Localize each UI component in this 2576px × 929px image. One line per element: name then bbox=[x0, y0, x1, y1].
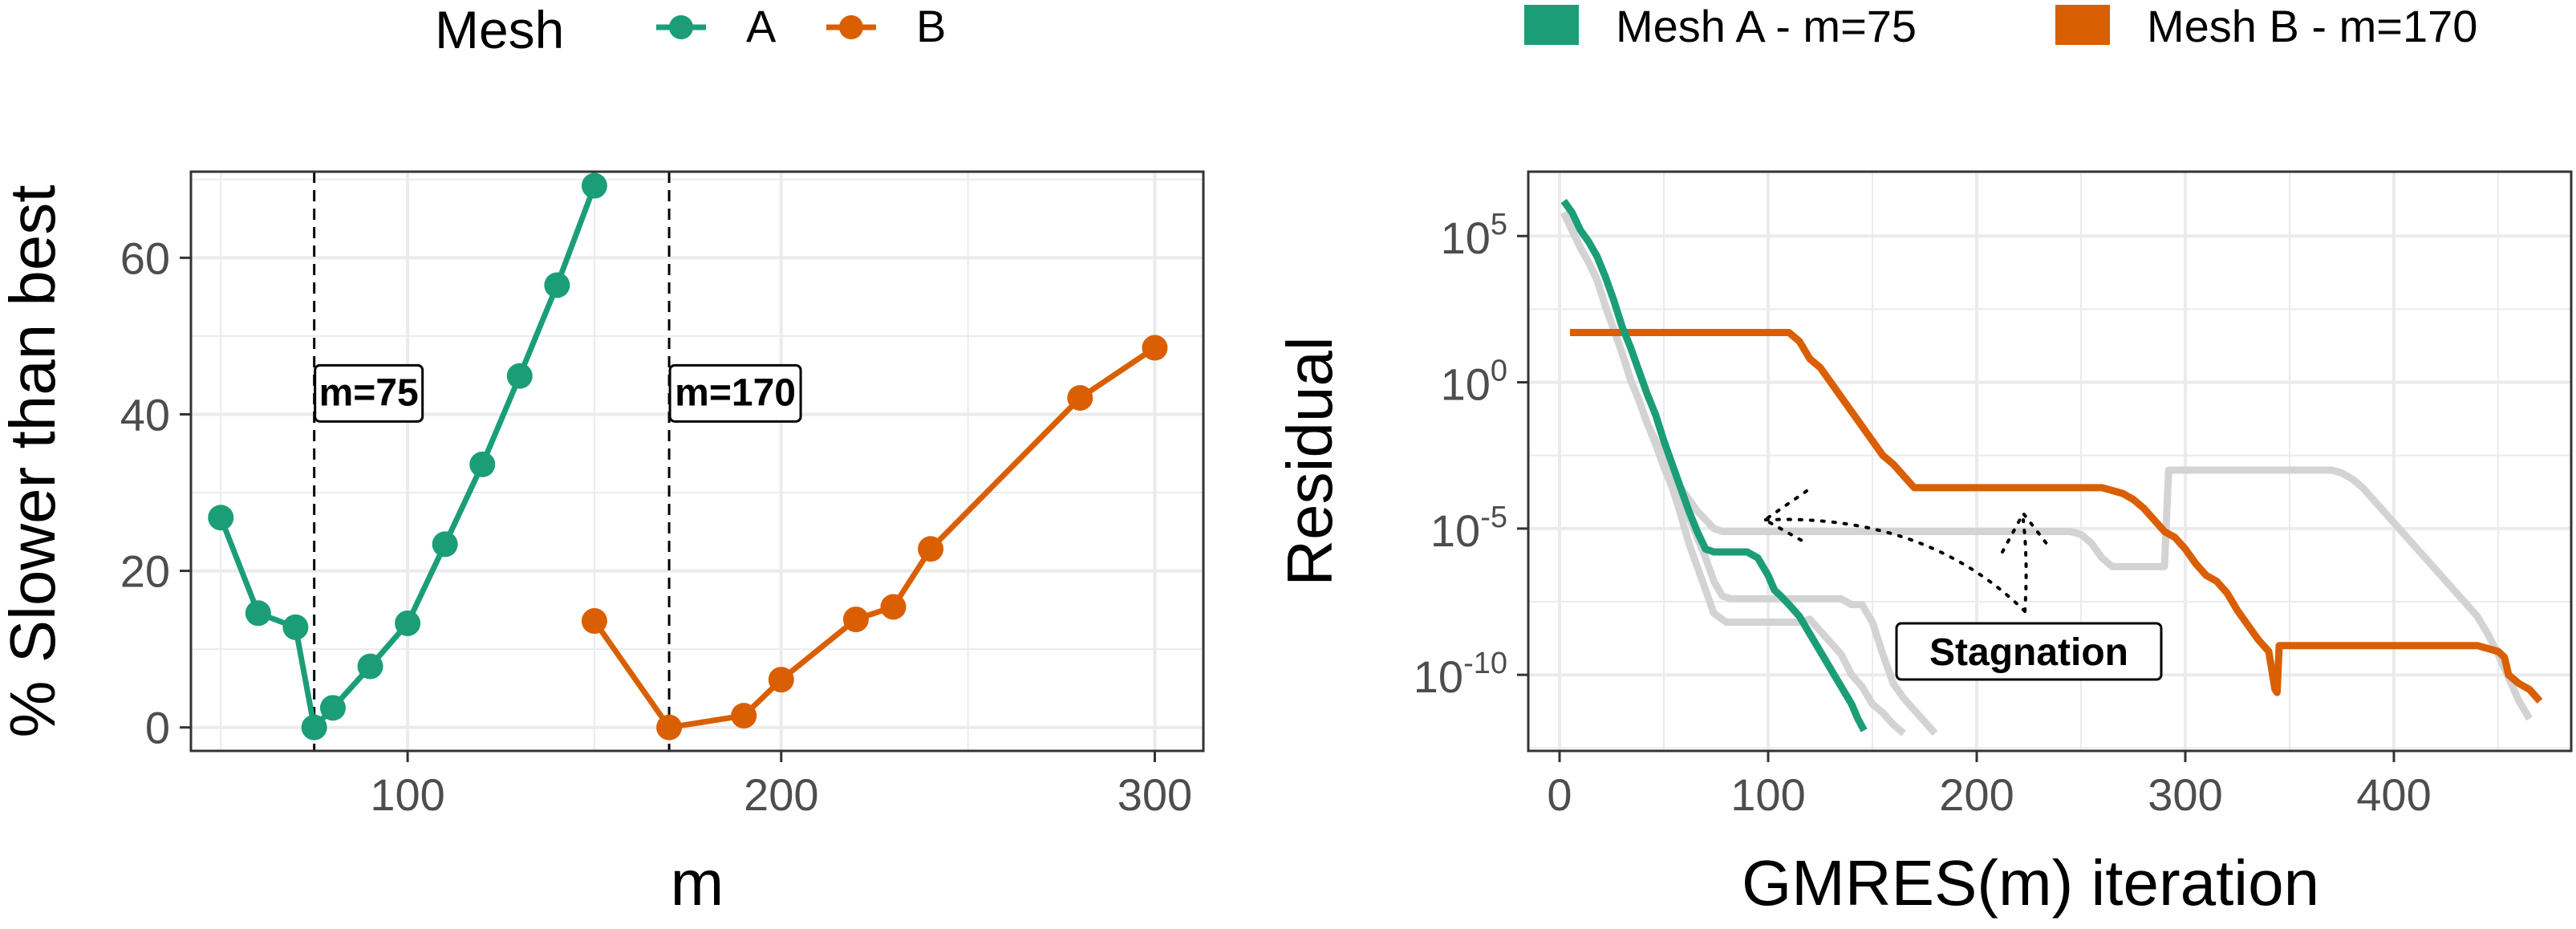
left-series bbox=[208, 172, 1168, 740]
reference-label-m75: m=75 bbox=[314, 363, 424, 423]
data-point bbox=[506, 363, 533, 389]
right-x-tick-label: 200 bbox=[1939, 769, 2014, 820]
legend-left-title: Mesh bbox=[435, 0, 564, 59]
stagnation-label-text: Stagnation bbox=[1929, 631, 2128, 674]
right-panel-frame bbox=[1527, 170, 2573, 753]
data-point bbox=[1142, 335, 1168, 361]
data-point bbox=[319, 695, 346, 721]
right-y-axis-title: Residual bbox=[1274, 336, 1345, 586]
right-y-tick-label: 100 bbox=[1441, 355, 1507, 410]
left-x-tick-label: 100 bbox=[370, 769, 444, 820]
left-axis-ticks: 100 200 300 0 20 40 60 bbox=[120, 233, 1192, 820]
left-panel-frame bbox=[189, 170, 1205, 753]
legend-label-a: A bbox=[746, 1, 777, 51]
right-annotation: Stagnation bbox=[1895, 622, 2163, 681]
reference-label-box bbox=[314, 363, 424, 423]
data-point bbox=[581, 172, 607, 199]
legend-label-mesh-b: Mesh B - m=170 bbox=[2147, 1, 2477, 51]
data-point bbox=[469, 451, 496, 477]
data-point bbox=[432, 531, 458, 558]
right-x-tick-label: 300 bbox=[2148, 769, 2222, 820]
left-x-axis-title: m bbox=[671, 847, 724, 919]
data-point bbox=[880, 594, 907, 620]
left-chart: m=75 m=170 100 200 300 0 20 40 60 m % Slower th… bbox=[0, 170, 1205, 919]
data-point bbox=[301, 714, 327, 740]
right-series bbox=[1560, 198, 2543, 732]
left-y-tick-label: 20 bbox=[120, 546, 170, 597]
legend-label-b: B bbox=[916, 1, 946, 51]
right-y-tick-label: 10-10 bbox=[1414, 647, 1507, 702]
left-y-tick-label: 0 bbox=[145, 703, 170, 753]
right-y-tick-label: 105 bbox=[1441, 208, 1507, 263]
stagnation-arrow-left-head bbox=[1762, 489, 1808, 544]
right-x-tick-label: 0 bbox=[1547, 769, 1572, 820]
stagnation-arrow-right bbox=[2022, 518, 2028, 613]
right-x-axis-title: GMRES(m) iteration bbox=[1742, 847, 2319, 919]
left-reference-lines bbox=[313, 172, 671, 751]
series-a bbox=[208, 172, 607, 740]
legend-left: Mesh A B bbox=[435, 0, 946, 59]
data-point bbox=[918, 536, 944, 562]
data-point bbox=[842, 606, 869, 633]
left-y-tick-label: 60 bbox=[120, 233, 170, 283]
legend-key-b-point bbox=[839, 15, 863, 39]
stagnation-arrow-right-head bbox=[2001, 510, 2052, 554]
reference-label-box bbox=[668, 363, 802, 423]
data-point bbox=[208, 505, 234, 531]
series-line-mesh-b bbox=[1570, 329, 2543, 704]
left-x-tick-label: 200 bbox=[744, 769, 818, 820]
left-y-tick-label: 40 bbox=[120, 389, 170, 440]
left-line-labels: m=75 m=170 bbox=[314, 363, 802, 423]
data-point bbox=[768, 667, 794, 693]
data-point bbox=[1067, 384, 1093, 411]
stagnation-arrows bbox=[1762, 489, 2052, 613]
reference-label-text: m=75 bbox=[319, 371, 419, 414]
legend-key-mesh-a bbox=[1524, 5, 1579, 45]
right-chart: Stagnation 0 100 200 300 40010510010-510-10 … bbox=[1274, 170, 2573, 919]
right-x-tick-label: 400 bbox=[2356, 769, 2431, 820]
right-y-tick-label: 10-5 bbox=[1430, 501, 1507, 556]
left-x-tick-label: 300 bbox=[1118, 769, 1192, 820]
stagnation-label-box bbox=[1895, 622, 2163, 681]
reference-label-m170: m=170 bbox=[668, 363, 802, 423]
series-b bbox=[581, 335, 1168, 740]
legend-key-a-point bbox=[669, 15, 693, 39]
data-point bbox=[357, 653, 383, 680]
left-y-axis-title: % Slower than best bbox=[0, 185, 68, 737]
data-point bbox=[395, 610, 421, 636]
data-point bbox=[731, 703, 757, 729]
series-line-mesh-a bbox=[1560, 198, 1868, 732]
stagnation-arrow-left bbox=[1763, 517, 2026, 613]
legend-key-mesh-b bbox=[2055, 5, 2110, 45]
data-point bbox=[245, 600, 271, 627]
data-point bbox=[544, 272, 570, 298]
data-point bbox=[581, 608, 607, 635]
right-x-tick-label: 100 bbox=[1730, 769, 1805, 820]
legend-label-mesh-a: Mesh A - m=75 bbox=[1616, 1, 1917, 51]
reference-label-text: m=170 bbox=[675, 371, 796, 414]
data-point bbox=[656, 714, 683, 740]
legend-right: Mesh A - m=75 Mesh B - m=170 bbox=[1524, 1, 2477, 51]
data-point bbox=[282, 614, 309, 640]
right-axis-ticks: 0 100 200 300 400 105 100 10-5 10-10 bbox=[1414, 208, 2432, 820]
